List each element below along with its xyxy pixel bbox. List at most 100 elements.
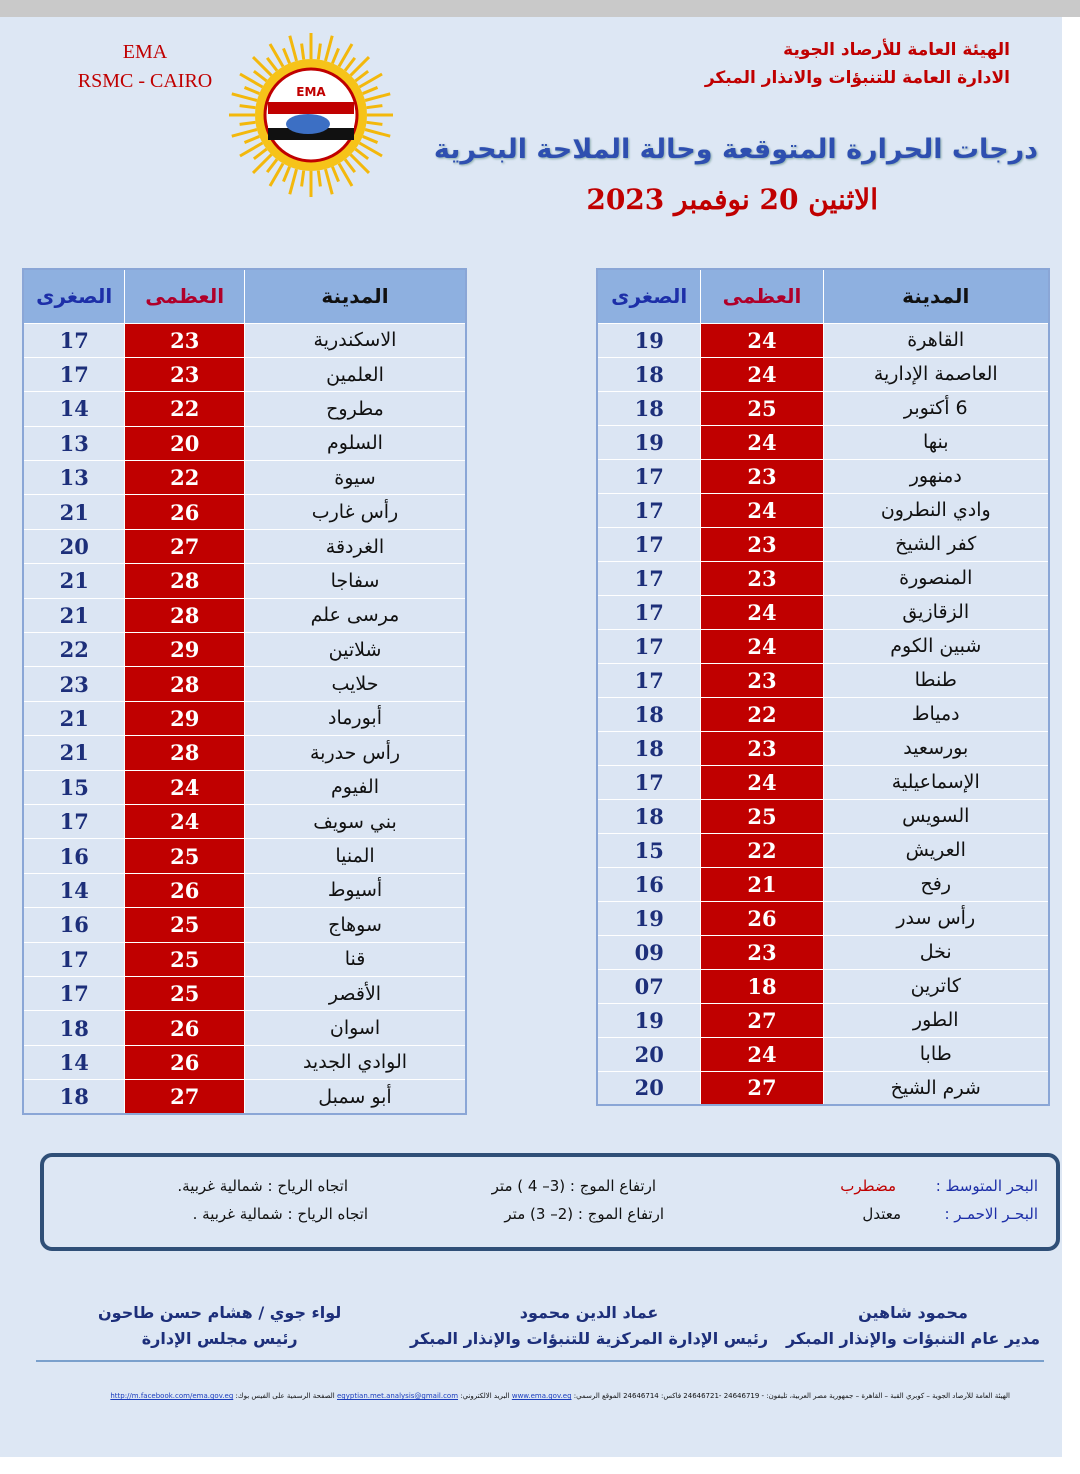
max-temp-cell: 22	[124, 460, 245, 496]
col-max: العظمى	[700, 268, 824, 324]
max-temp-cell: 23	[700, 662, 824, 698]
min-temp-cell: 20	[596, 1036, 702, 1072]
temperature-table-right: المدينة العظمى الصغرى القاهرة 24 19 العاصمة ا…	[596, 268, 1050, 1106]
col-min: الصغرى	[596, 268, 702, 324]
city-cell: أبو سمبل	[244, 1079, 467, 1115]
col-min: الصغرى	[22, 268, 126, 324]
max-temp-cell: 25	[700, 798, 824, 834]
table-row: الوادي الجديد 26 14	[22, 1044, 467, 1081]
bulletin-date: الاثنين 20 نوفمبر 2023	[586, 183, 878, 216]
city-cell: دمنهور	[822, 458, 1050, 494]
min-temp-cell: 13	[22, 460, 126, 496]
city-cell: مطروح	[244, 391, 467, 427]
min-temp-cell: 17	[596, 594, 702, 630]
svg-text:EMA: EMA	[296, 85, 326, 99]
table-row: الفيوم 24 15	[22, 769, 467, 805]
city-cell: قنا	[244, 941, 467, 977]
city-cell: أبورماد	[244, 700, 467, 737]
table-row: الاسكندرية 23 17	[22, 322, 467, 358]
table-row: دمنهور 23 17	[596, 458, 1050, 494]
city-cell: اسوان	[244, 1010, 467, 1046]
table-row: سوهاج 25 16	[22, 907, 467, 943]
min-temp-cell: 16	[596, 866, 702, 902]
city-cell: بنها	[822, 424, 1050, 460]
max-temp-cell: 27	[124, 1079, 245, 1115]
max-temp-cell: 23	[700, 934, 824, 970]
max-temp-cell: 22	[124, 391, 245, 427]
table-row: رأس غارب 26 21	[22, 494, 467, 530]
ema-text: EMA	[122, 41, 168, 63]
org-line-1: الهيئة العامة للأرصاد الجوية	[783, 40, 1010, 60]
email-link[interactable]: egyptian.met.analysis@gmail.com	[337, 1392, 459, 1400]
city-cell: السويس	[822, 798, 1050, 834]
city-cell: القاهرة	[822, 322, 1050, 358]
city-cell: وادي النطرون	[822, 492, 1050, 528]
city-cell: مرسى علم	[244, 597, 467, 634]
max-temp-cell: 28	[124, 735, 245, 771]
min-temp-cell: 09	[596, 934, 702, 970]
max-temp-cell: 29	[124, 700, 245, 737]
organization-name: الهيئة العامة للأرصاد الجوية الادارة العا…	[705, 36, 1010, 92]
city-cell: حلايب	[244, 666, 467, 702]
city-cell: رأس سدر	[822, 900, 1050, 936]
max-temp-cell: 25	[124, 907, 245, 943]
med-sea-label: البحر المتوسط :	[935, 1177, 1038, 1195]
max-temp-cell: 28	[124, 597, 245, 634]
table-row: الإسماعيلية 24 17	[596, 764, 1050, 800]
facebook-link[interactable]: http://m.facebook.com/ema.gov.eg	[110, 1392, 234, 1400]
min-temp-cell: 15	[22, 769, 126, 805]
red-sea-waves: ارتفاع الموج : (2– 3) متر	[504, 1205, 664, 1223]
city-cell: شبين الكوم	[822, 628, 1050, 664]
table-row: طنطا 23 17	[596, 662, 1050, 698]
max-temp-cell: 29	[124, 632, 245, 668]
min-temp-cell: 17	[596, 560, 702, 596]
min-temp-cell: 22	[22, 632, 126, 668]
table-row: القاهرة 24 19	[596, 322, 1050, 358]
city-cell: نخل	[822, 934, 1050, 970]
city-cell: سفاجا	[244, 563, 467, 599]
signature-name: عماد الدين محمود	[519, 1303, 659, 1322]
max-temp-cell: 24	[700, 594, 824, 630]
col-city: المدينة	[244, 268, 467, 324]
min-temp-cell: 19	[596, 424, 702, 460]
city-cell: العاصمة الإدارية	[822, 356, 1050, 392]
table-row: شرم الشيخ 27 20	[596, 1070, 1050, 1106]
signature-3: لواء جوي / هشام حسن طاحون رئيس مجلس الإدا…	[98, 1300, 341, 1352]
city-cell: سيوة	[244, 460, 467, 496]
city-cell: أسيوط	[244, 872, 467, 909]
table-row: شبين الكوم 24 17	[596, 628, 1050, 664]
min-temp-cell: 17	[596, 492, 702, 528]
city-cell: الفيوم	[244, 769, 467, 805]
table-row: دمياط 22 18	[596, 696, 1050, 732]
min-temp-cell: 18	[596, 390, 702, 426]
website-link[interactable]: www.ema.gov.eg	[511, 1392, 572, 1400]
rsmc-text: RSMC - CAIRO	[77, 70, 213, 92]
signature-name: محمود شاهين	[858, 1303, 968, 1322]
city-cell: الزقازيق	[822, 594, 1050, 630]
max-temp-cell: 27	[700, 1002, 824, 1038]
table-row: حلايب 28 23	[22, 666, 467, 702]
max-temp-cell: 28	[124, 563, 245, 599]
med-sea-state: مضطرب	[840, 1177, 896, 1195]
city-cell: الطور	[822, 1002, 1050, 1038]
table-row: الزقازيق 24 17	[596, 594, 1050, 630]
table-row: أسيوط 26 14	[22, 872, 467, 909]
table-row: الغردقة 27 20	[22, 528, 467, 565]
max-temp-cell: 21	[700, 866, 824, 902]
min-temp-cell: 21	[22, 735, 126, 771]
signature-2: عماد الدين محمود رئيس الإدارة المركزية لل…	[410, 1300, 768, 1352]
min-temp-cell: 21	[22, 597, 126, 634]
med-sea-wind: اتجاه الرياح : شمالية غربية.	[177, 1177, 348, 1195]
min-temp-cell: 18	[596, 730, 702, 766]
city-cell: بورسعيد	[822, 730, 1050, 766]
city-cell: رفح	[822, 866, 1050, 902]
table-row: شلاتين 29 22	[22, 632, 467, 668]
divider	[36, 1360, 1044, 1362]
table-row: السويس 25 18	[596, 798, 1050, 834]
marine-conditions-box: البحر المتوسط : مضطرب ارتفاع الموج : (3–…	[40, 1153, 1060, 1251]
city-cell: العريش	[822, 832, 1050, 868]
table-row: العلمين 23 17	[22, 356, 467, 393]
table-row: نخل 23 09	[596, 934, 1050, 970]
min-temp-cell: 18	[596, 356, 702, 392]
ema-label: EMA RSMC - CAIRO	[60, 38, 230, 96]
